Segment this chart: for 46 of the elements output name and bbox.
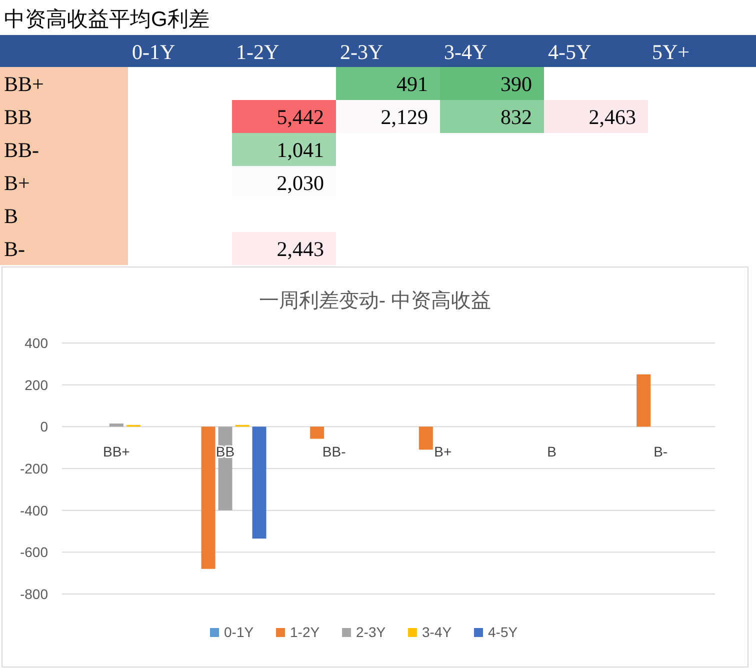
y-tick-label: -600 [20,544,48,560]
chart-title: 中资高收益平均G利差 [4,8,210,31]
y-tick-label: 200 [24,376,48,393]
bar [109,424,124,427]
y-tick-label: -200 [20,460,48,476]
chart-title: 一周利差变动- 中资高收益 [258,289,492,312]
data-label: 2,030 [276,171,324,195]
legend-label: 2-3Y [356,624,386,640]
data-label: 2,443 [276,237,324,261]
y-tick-label: B [4,204,18,228]
bar [201,426,216,569]
y-tick-label: -400 [20,502,48,518]
bar [636,374,651,427]
legend-label: 3-4Y [422,624,452,640]
x-tick-label: BB- [322,444,346,460]
y-tick-label: BB [4,105,32,129]
data-label: 2,463 [588,105,636,129]
x-tick-label: 1-2Y [236,40,280,64]
y-tick-label: B+ [4,171,30,195]
x-tick-label: 4-5Y [548,40,592,64]
bar [310,426,324,439]
x-tick-label: 2-3Y [340,40,384,64]
x-tick-label: 0-1Y [132,40,176,64]
bar [418,426,433,450]
data-label: 5,442 [276,105,324,129]
x-tick-label: BB+ [102,444,130,460]
x-tick-label: B- [654,444,668,460]
y-tick-label: BB+ [4,72,44,96]
data-label: 2,129 [380,105,428,129]
data-label: 491 [396,72,428,96]
legend-label: 0-1Y [224,624,254,640]
x-tick-label: B [547,444,556,460]
data-label: 1,041 [276,138,324,162]
y-tick-label: 400 [24,335,48,351]
y-tick-label: B- [4,237,26,261]
y-tick-label: -800 [20,586,48,602]
data-label: 832 [500,105,532,129]
x-tick-label: 3-4Y [444,40,488,64]
y-tick-label: 0 [40,418,48,435]
legend-label: 4-5Y [488,624,518,640]
legend-label: 1-2Y [290,624,320,640]
y-tick-label: BB- [4,138,40,162]
x-tick-label: 5Y+ [652,40,690,64]
data-label: 390 [500,72,532,96]
bar [252,426,266,539]
x-tick-label: B+ [434,444,452,460]
